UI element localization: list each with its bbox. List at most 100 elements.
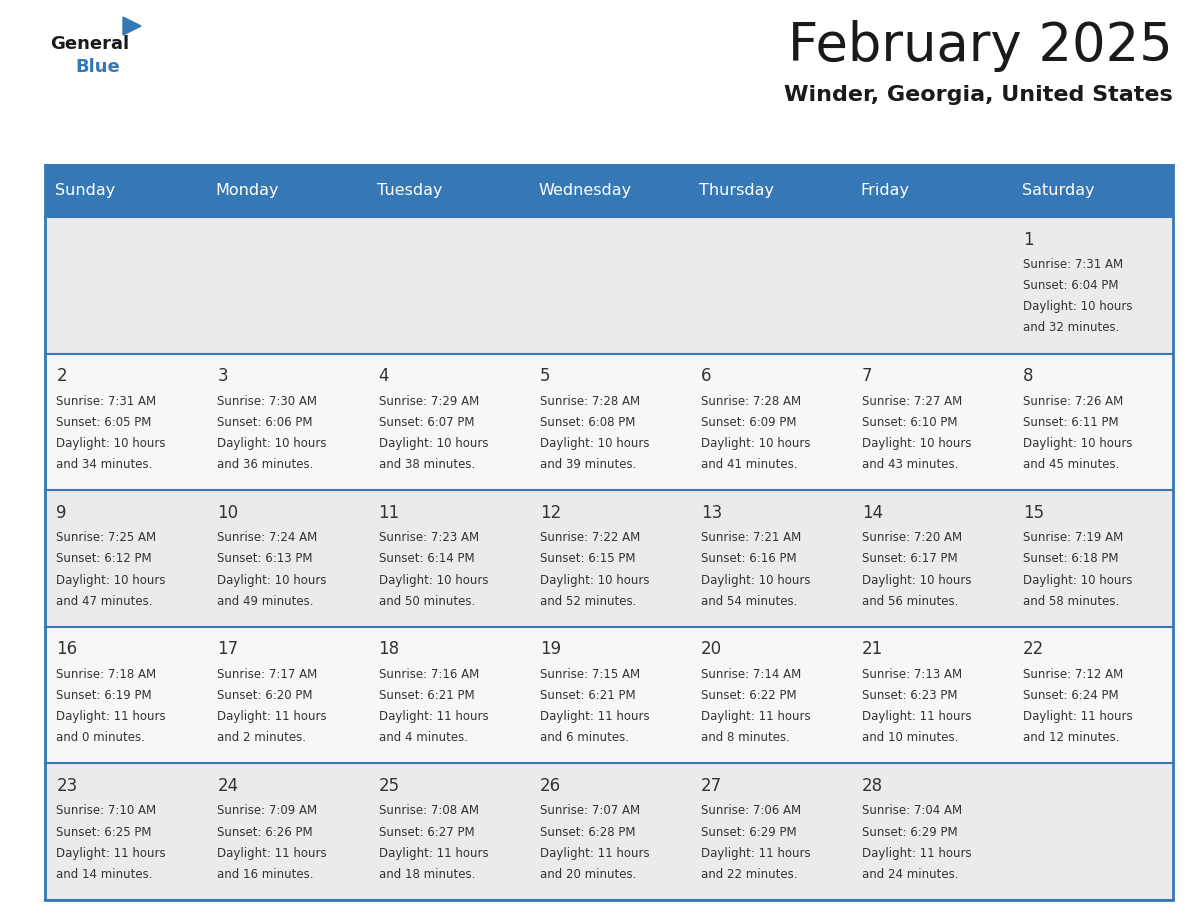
Text: Daylight: 11 hours: Daylight: 11 hours xyxy=(379,846,488,860)
Text: and 16 minutes.: and 16 minutes. xyxy=(217,868,314,881)
Text: Wednesday: Wednesday xyxy=(538,184,631,198)
Text: Sunset: 6:14 PM: Sunset: 6:14 PM xyxy=(379,553,474,565)
Text: and 34 minutes.: and 34 minutes. xyxy=(56,458,152,471)
Bar xyxy=(45,165,1173,217)
Text: Sunset: 6:18 PM: Sunset: 6:18 PM xyxy=(1023,553,1119,565)
Text: and 36 minutes.: and 36 minutes. xyxy=(217,458,314,471)
Text: Daylight: 11 hours: Daylight: 11 hours xyxy=(539,711,650,723)
Text: Daylight: 10 hours: Daylight: 10 hours xyxy=(539,574,649,587)
Text: 19: 19 xyxy=(539,641,561,658)
Text: 27: 27 xyxy=(701,777,722,795)
Text: Saturday: Saturday xyxy=(1022,184,1094,198)
Text: 11: 11 xyxy=(379,504,400,521)
Text: and 54 minutes.: and 54 minutes. xyxy=(701,595,797,608)
Text: Sunrise: 7:12 AM: Sunrise: 7:12 AM xyxy=(1023,667,1124,681)
Text: and 49 minutes.: and 49 minutes. xyxy=(217,595,314,608)
Text: Monday: Monday xyxy=(216,184,279,198)
Text: Sunrise: 7:07 AM: Sunrise: 7:07 AM xyxy=(539,804,640,817)
Text: Daylight: 10 hours: Daylight: 10 hours xyxy=(539,437,649,450)
Bar xyxy=(45,490,1173,627)
Text: Daylight: 11 hours: Daylight: 11 hours xyxy=(539,846,650,860)
Text: 22: 22 xyxy=(1023,641,1044,658)
Text: and 24 minutes.: and 24 minutes. xyxy=(862,868,959,881)
Text: Daylight: 11 hours: Daylight: 11 hours xyxy=(217,846,327,860)
Text: Daylight: 11 hours: Daylight: 11 hours xyxy=(862,846,972,860)
Text: General: General xyxy=(50,35,129,53)
Text: Sunset: 6:28 PM: Sunset: 6:28 PM xyxy=(539,825,636,838)
Text: 20: 20 xyxy=(701,641,722,658)
Text: Sunrise: 7:19 AM: Sunrise: 7:19 AM xyxy=(1023,532,1124,544)
Text: Sunrise: 7:25 AM: Sunrise: 7:25 AM xyxy=(56,532,157,544)
Text: Sunrise: 7:13 AM: Sunrise: 7:13 AM xyxy=(862,667,962,681)
Text: 25: 25 xyxy=(379,777,399,795)
Text: Thursday: Thursday xyxy=(700,184,775,198)
Text: Daylight: 10 hours: Daylight: 10 hours xyxy=(217,574,327,587)
Text: Sunset: 6:05 PM: Sunset: 6:05 PM xyxy=(56,416,152,429)
Text: and 58 minutes.: and 58 minutes. xyxy=(1023,595,1119,608)
Text: Sunset: 6:29 PM: Sunset: 6:29 PM xyxy=(701,825,796,838)
Text: Sunset: 6:21 PM: Sunset: 6:21 PM xyxy=(539,688,636,702)
Text: Sunset: 6:11 PM: Sunset: 6:11 PM xyxy=(1023,416,1119,429)
Text: and 45 minutes.: and 45 minutes. xyxy=(1023,458,1119,471)
Text: Daylight: 11 hours: Daylight: 11 hours xyxy=(379,711,488,723)
Text: Sunrise: 7:28 AM: Sunrise: 7:28 AM xyxy=(539,395,640,408)
Text: 21: 21 xyxy=(862,641,883,658)
Text: and 52 minutes.: and 52 minutes. xyxy=(539,595,636,608)
Text: Sunrise: 7:31 AM: Sunrise: 7:31 AM xyxy=(56,395,157,408)
Text: Sunrise: 7:09 AM: Sunrise: 7:09 AM xyxy=(217,804,317,817)
Bar xyxy=(45,353,1173,490)
Text: Sunset: 6:19 PM: Sunset: 6:19 PM xyxy=(56,688,152,702)
Text: Sunset: 6:09 PM: Sunset: 6:09 PM xyxy=(701,416,796,429)
Text: Daylight: 10 hours: Daylight: 10 hours xyxy=(1023,574,1132,587)
Text: 5: 5 xyxy=(539,367,550,386)
Text: February 2025: February 2025 xyxy=(789,20,1173,72)
Text: Sunrise: 7:27 AM: Sunrise: 7:27 AM xyxy=(862,395,962,408)
Text: Sunset: 6:10 PM: Sunset: 6:10 PM xyxy=(862,416,958,429)
Text: Sunset: 6:25 PM: Sunset: 6:25 PM xyxy=(56,825,152,838)
Text: and 39 minutes.: and 39 minutes. xyxy=(539,458,636,471)
Text: Daylight: 10 hours: Daylight: 10 hours xyxy=(1023,437,1132,450)
Text: 17: 17 xyxy=(217,641,239,658)
Text: 23: 23 xyxy=(56,777,77,795)
Text: Sunrise: 7:04 AM: Sunrise: 7:04 AM xyxy=(862,804,962,817)
Text: Daylight: 10 hours: Daylight: 10 hours xyxy=(701,574,810,587)
Text: Sunset: 6:24 PM: Sunset: 6:24 PM xyxy=(1023,688,1119,702)
Text: Sunrise: 7:08 AM: Sunrise: 7:08 AM xyxy=(379,804,479,817)
Text: 8: 8 xyxy=(1023,367,1034,386)
Text: and 0 minutes.: and 0 minutes. xyxy=(56,732,145,744)
Text: 3: 3 xyxy=(217,367,228,386)
Text: and 20 minutes.: and 20 minutes. xyxy=(539,868,636,881)
Bar xyxy=(45,764,1173,900)
Text: Sunrise: 7:28 AM: Sunrise: 7:28 AM xyxy=(701,395,801,408)
Text: Sunset: 6:12 PM: Sunset: 6:12 PM xyxy=(56,553,152,565)
Text: Tuesday: Tuesday xyxy=(377,184,442,198)
Text: Sunset: 6:23 PM: Sunset: 6:23 PM xyxy=(862,688,958,702)
Text: Sunrise: 7:14 AM: Sunrise: 7:14 AM xyxy=(701,667,801,681)
Text: Daylight: 10 hours: Daylight: 10 hours xyxy=(217,437,327,450)
Bar xyxy=(45,217,1173,353)
Text: and 41 minutes.: and 41 minutes. xyxy=(701,458,797,471)
Text: Daylight: 10 hours: Daylight: 10 hours xyxy=(862,437,972,450)
Text: 10: 10 xyxy=(217,504,239,521)
Text: Daylight: 11 hours: Daylight: 11 hours xyxy=(217,711,327,723)
Text: Sunset: 6:27 PM: Sunset: 6:27 PM xyxy=(379,825,474,838)
Text: Sunset: 6:13 PM: Sunset: 6:13 PM xyxy=(217,553,312,565)
Text: and 56 minutes.: and 56 minutes. xyxy=(862,595,959,608)
Text: 14: 14 xyxy=(862,504,883,521)
Text: and 18 minutes.: and 18 minutes. xyxy=(379,868,475,881)
Text: Sunrise: 7:29 AM: Sunrise: 7:29 AM xyxy=(379,395,479,408)
Text: and 2 minutes.: and 2 minutes. xyxy=(217,732,307,744)
Text: and 38 minutes.: and 38 minutes. xyxy=(379,458,475,471)
Text: Sunset: 6:07 PM: Sunset: 6:07 PM xyxy=(379,416,474,429)
Text: Sunrise: 7:23 AM: Sunrise: 7:23 AM xyxy=(379,532,479,544)
Text: 1: 1 xyxy=(1023,230,1034,249)
Bar xyxy=(45,165,1173,900)
Text: Daylight: 11 hours: Daylight: 11 hours xyxy=(701,711,810,723)
Text: and 43 minutes.: and 43 minutes. xyxy=(862,458,959,471)
Text: Winder, Georgia, United States: Winder, Georgia, United States xyxy=(784,85,1173,105)
Text: Daylight: 10 hours: Daylight: 10 hours xyxy=(701,437,810,450)
Text: 24: 24 xyxy=(217,777,239,795)
Text: 13: 13 xyxy=(701,504,722,521)
Text: and 6 minutes.: and 6 minutes. xyxy=(539,732,628,744)
Text: Sunrise: 7:16 AM: Sunrise: 7:16 AM xyxy=(379,667,479,681)
